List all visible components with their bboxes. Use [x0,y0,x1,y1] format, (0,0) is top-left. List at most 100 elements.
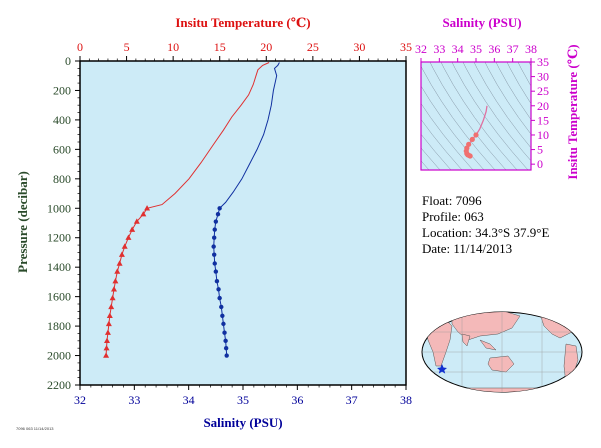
salinity-marker [212,227,217,232]
pressure-tick-label: 1400 [47,260,71,274]
pressure-tick-label: 1000 [47,201,71,215]
main-plot-background [80,61,406,385]
temperature-marker [129,226,136,232]
pressure-axis-title: Pressure (decibar) [15,171,30,273]
isopycnal-line [517,62,531,87]
ts-temperature-tick-label: 25 [537,84,549,98]
footnote: 7096 063 11/14/2013 [16,426,54,431]
temperature-tick-label: 15 [214,40,226,54]
temperature-marker [121,243,128,249]
isopycnal-line [421,119,463,170]
pressure-tick-label: 1200 [47,231,71,245]
ts-temperature-tick-label: 35 [537,55,549,69]
temperature-tick-label: 20 [260,40,272,54]
isopycnal-line [421,85,485,170]
ts-temperature-axis-title: Insitu Temperature (℃) [565,44,580,179]
temperature-tick-label: 25 [307,40,319,54]
salinity-marker [212,252,217,257]
float-location: Location: 34.3°S 37.9°E [422,225,550,240]
salinity-marker [223,345,229,351]
isopycnal-line [462,62,531,162]
ts-point [473,132,479,138]
salinity-marker [221,321,226,327]
salinity-tick-label: 34 [183,393,195,407]
pressure-tick-label: 200 [53,83,71,97]
temperature-tick-label: 35 [400,40,412,54]
ts-temperature-tick-label: 10 [537,128,549,142]
temperature-tick-label: 5 [124,40,130,54]
salinity-marker [217,295,222,301]
isopycnal-line [484,62,531,135]
main-series-layer [103,62,280,358]
temperature-marker [105,320,112,327]
temperature-marker [116,260,123,266]
ts-salinity-tick-label: 38 [525,42,537,56]
isopycnal-line [473,62,531,149]
ts-temperature-tick-label: 0 [537,157,543,171]
temperature-tick-label: 10 [167,40,179,54]
temperature-marker [140,210,147,217]
pressure-tick-label: 800 [53,172,71,186]
isopycnal-line [506,62,531,104]
temperature-axis-title: Insitu Temperature (℃) [175,15,310,30]
temperature-marker [106,312,113,318]
salinity-axis: 32 33 34 35 36 37 38 [74,385,412,407]
ts-series-layer [463,105,488,159]
temperature-marker [109,294,116,301]
isopycnal-line [429,62,507,170]
salinity-marker [223,338,228,344]
ts-salinity-tick-label: 37 [507,42,519,56]
isopycnal-line [528,62,531,67]
profile-number: Profile: 063 [422,209,484,224]
ts-salinity-tick-label: 36 [488,42,500,56]
salinity-marker [220,313,225,318]
isopycnal-line [440,62,518,170]
pressure-tick-label: 2200 [47,378,71,392]
temperature-tick-label: 0 [77,40,83,54]
ts-temperature-tick-label: 5 [537,143,543,157]
isopycnal-line [421,147,441,170]
temperature-marker [118,251,125,257]
isopycnal-line [451,62,529,170]
ts-temperature-tick-label: 20 [537,99,549,113]
temperature-tick-label: 30 [353,40,365,54]
temperature-marker [103,352,110,358]
salinity-marker [215,211,221,217]
float-id: Float: 7096 [422,193,482,208]
temperature-marker [144,205,151,211]
salinity-tick-label: 37 [346,393,358,407]
salinity-tick-label: 38 [400,393,412,407]
profile-date: Date: 11/14/2013 [422,241,513,256]
temperature-axis: 0 5 10 15 20 25 30 35 [77,40,412,61]
ts-temperature-tick-label: 30 [537,70,549,84]
isopycnal-line [421,133,452,170]
pressure-tick-label: 600 [53,142,71,156]
pressure-tick-label: 400 [53,113,71,127]
ts-salinity-tick-label: 34 [452,42,464,56]
salinity-marker [211,244,216,249]
pressure-axis: 0 200 400 600 800 1000 1200 1400 1600 1800 2000 220… [47,54,80,392]
world-map [421,311,583,393]
temperature-marker [108,303,115,310]
temperature-marker [133,218,140,224]
temperature-marker [104,337,111,344]
pressure-tick-label: 1600 [47,290,71,304]
salinity-marker [217,206,222,211]
salinity-marker [214,278,220,284]
ts-salinity-tick-label: 32 [415,42,427,56]
temperature-marker [104,329,111,335]
salinity-marker [222,330,227,335]
float-location-star-icon [437,364,447,374]
pressure-tick-label: 0 [65,54,71,68]
salinity-tick-label: 32 [74,393,86,407]
temperature-marker [110,286,117,292]
salinity-axis-title: Salinity (PSU) [203,415,282,430]
salinity-marker [219,304,224,310]
temperature-marker [114,268,121,274]
ts-salinity-axis: 32 33 34 35 36 37 38 [415,42,537,62]
salinity-marker [213,219,219,224]
temperature-marker [112,277,119,284]
temperature-marker [103,344,110,351]
